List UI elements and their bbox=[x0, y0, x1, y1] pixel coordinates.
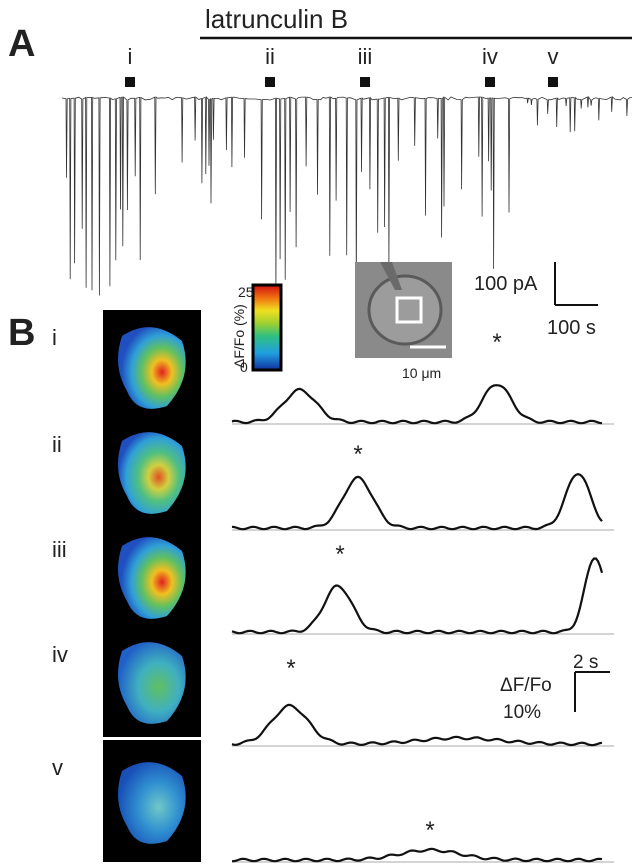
peak-asterisk: * bbox=[353, 441, 362, 468]
cell-blob bbox=[118, 762, 186, 844]
fluorescence-trace bbox=[231, 384, 603, 425]
epoch-label: ii bbox=[265, 44, 275, 69]
cell-outline bbox=[367, 274, 443, 346]
peak-asterisk: * bbox=[335, 541, 344, 568]
row-label: iv bbox=[52, 642, 68, 667]
epoch-label: v bbox=[548, 44, 559, 69]
panel-label: B bbox=[8, 312, 35, 354]
colorbar-label: 0 bbox=[240, 359, 248, 375]
peak-asterisk: * bbox=[425, 817, 434, 844]
colorbar-label: 25 bbox=[238, 284, 254, 300]
epoch-marker bbox=[125, 77, 135, 87]
row-label: iii bbox=[52, 537, 67, 562]
scale-label: 100 s bbox=[547, 317, 596, 339]
scale-label: ΔF/Fo bbox=[500, 675, 552, 696]
peak-asterisk: * bbox=[286, 655, 295, 682]
cell-blob bbox=[118, 327, 186, 409]
cell-blob bbox=[118, 642, 186, 724]
cell-blob bbox=[118, 432, 186, 514]
current-trace bbox=[61, 95, 632, 296]
drug-label: latrunculin B bbox=[205, 4, 348, 34]
epoch-label: iii bbox=[358, 44, 373, 69]
colorbar-title: ΔF/Fo (%) bbox=[231, 304, 247, 368]
inset-scale-label: 10 μm bbox=[402, 365, 441, 381]
epoch-markers: i ii iii iv v bbox=[125, 44, 559, 87]
fluorescence-trace bbox=[231, 557, 604, 635]
epoch-label: i bbox=[128, 44, 133, 69]
scale-label: 2 s bbox=[573, 652, 598, 673]
scale-label: 100 pA bbox=[474, 273, 538, 295]
cell-blob bbox=[118, 537, 186, 619]
colorbar bbox=[251, 283, 283, 372]
epoch-label: iv bbox=[482, 44, 498, 69]
epoch-marker bbox=[360, 77, 370, 87]
row-label: ii bbox=[52, 432, 62, 457]
epoch-marker bbox=[485, 77, 495, 87]
roi-box bbox=[395, 296, 423, 324]
fluorescence-trace bbox=[231, 703, 603, 747]
row-label: v bbox=[52, 755, 63, 780]
epoch-marker bbox=[265, 77, 275, 87]
row-label: i bbox=[52, 325, 57, 350]
peak-asterisk: * bbox=[492, 329, 501, 356]
scale-label: 10% bbox=[503, 702, 541, 723]
rows: i * ii * iii * iv * v * bbox=[52, 310, 614, 863]
fluorescence-trace bbox=[231, 473, 603, 531]
panel-label: A bbox=[8, 23, 35, 65]
fluorescence-trace bbox=[231, 847, 603, 863]
pipette bbox=[380, 262, 402, 290]
epoch-marker bbox=[548, 77, 558, 87]
